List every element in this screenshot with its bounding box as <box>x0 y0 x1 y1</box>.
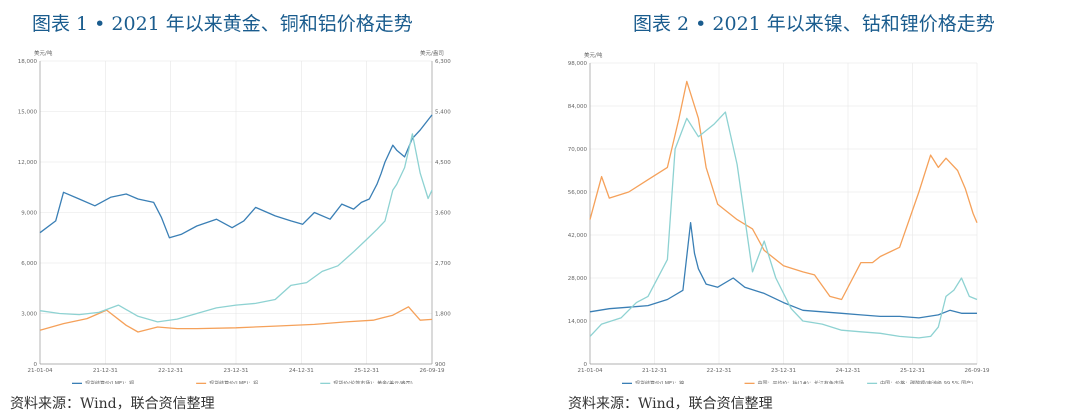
x-tick-label: 25-12-31 <box>900 368 925 374</box>
y-right-tick-label: 2,700 <box>435 261 451 267</box>
y-left-tick-label: 98,000 <box>568 61 588 67</box>
y-left-tick-label: 18,000 <box>18 59 38 65</box>
x-tick-label: 23-12-31 <box>771 368 796 374</box>
legend-label: 现货结算价(LME)：铝 <box>209 380 258 384</box>
y-right-tick-label: 5,400 <box>435 110 451 116</box>
x-tick-label: 21-12-31 <box>93 368 118 374</box>
y-left-tick-label: 6,000 <box>21 261 37 267</box>
legend-label: 中国：价格：碳酸锂(电池级,99.5%,国产) <box>880 380 973 384</box>
chart-source-2: 资料来源：Wind，联合资信整理 <box>568 396 773 412</box>
y-right-tick-label: 4,500 <box>435 160 451 166</box>
y-left-tick-label: 70,000 <box>568 147 588 153</box>
chart-title-1: 图表 1 • 2021 年以来黄金、铜和铝价格走势 <box>32 13 413 35</box>
chart-title-2: 图表 2 • 2021 年以来镍、钴和锂价格走势 <box>633 13 995 35</box>
y-left-tick-label: 9,000 <box>21 211 37 217</box>
legend-label: 现货结算价(LME)：铜 <box>85 380 134 384</box>
x-tick-label: 21-12-31 <box>642 368 667 374</box>
chart-panel-1: 图表 1 • 2021 年以来黄金、铜和铝价格走势 0 3,000 6,000 9,0… <box>10 13 451 412</box>
y-left-tick-label: 0 <box>34 362 38 368</box>
chart-2-plot: 0 14,000 28,000 42,000 56,000 70,000 84,000 98,… <box>568 51 990 384</box>
y-right-tick-label: 6,300 <box>435 59 451 65</box>
x-tick-label: 26-09-19 <box>420 368 445 374</box>
series-line-2 <box>39 306 433 333</box>
x-tick-label: 23-12-31 <box>224 368 249 374</box>
x-tick-label: 22-12-31 <box>158 368 183 374</box>
y-left-tick-label: 14,000 <box>568 319 588 325</box>
y-right-tick-label: 3,600 <box>435 211 451 217</box>
y-left-tick-label: 3,000 <box>21 312 37 318</box>
y-left-tick-label: 42,000 <box>568 233 588 239</box>
series-line-1 <box>39 114 433 239</box>
y-left-tick-label: 12,000 <box>18 160 38 166</box>
legend-label: 现货结算价(LME)：镍 <box>635 380 684 384</box>
legend-label: 中国：平均价：钴(1#)：长江有色市场 <box>758 380 844 384</box>
x-tick-label: 24-12-31 <box>289 368 314 374</box>
y-left-tick-label: 56,000 <box>568 190 588 196</box>
x-tick-label: 22-12-31 <box>707 368 732 374</box>
chart-panel-2: 图表 2 • 2021 年以来镍、钴和锂价格走势 0 14,000 28,000 42… <box>540 0 1080 416</box>
y-right-tick-label: 1,800 <box>435 312 451 318</box>
y-left-tick-label: 15,000 <box>18 110 38 116</box>
x-tick-label: 21-01-04 <box>28 368 53 374</box>
right-axis-unit: 美元/盎司 <box>420 49 444 57</box>
chart-source-1: 资料来源：Wind，联合资信整理 <box>10 396 215 412</box>
left-axis-unit: 美元/吨 <box>34 49 53 57</box>
series-line-3 <box>39 133 433 323</box>
x-tick-label: 24-12-31 <box>836 368 861 374</box>
y-right-tick-label: 900 <box>435 362 446 368</box>
y-left-tick-label: 0 <box>584 362 588 368</box>
chart-1-plot: 0 3,000 6,000 9,000 12,000 15,000 18,000 900 1,8… <box>18 49 451 384</box>
x-tick-label: 26-09-19 <box>965 368 990 374</box>
series-line-2 <box>589 80 978 301</box>
series-line-3 <box>589 111 978 339</box>
y-left-tick-label: 28,000 <box>568 276 588 282</box>
y-left-tick-label: 84,000 <box>568 104 588 110</box>
left-axis-unit: 美元/吨 <box>584 51 603 59</box>
x-tick-label: 21-01-04 <box>578 368 603 374</box>
series-line-1 <box>589 222 977 319</box>
x-tick-label: 25-12-31 <box>354 368 379 374</box>
legend-label: 现货价(伦敦市场)：黄金(美元/盎司) <box>333 380 413 384</box>
